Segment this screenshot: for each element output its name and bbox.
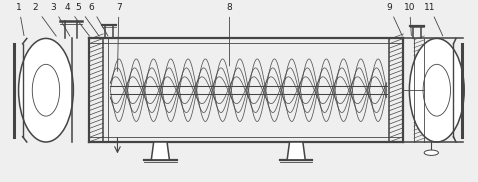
Text: 8: 8: [227, 3, 232, 66]
Ellipse shape: [19, 38, 74, 142]
Text: 10: 10: [404, 3, 415, 36]
Text: 3: 3: [50, 3, 70, 36]
Text: 7: 7: [116, 3, 122, 71]
Text: 11: 11: [424, 3, 443, 36]
Text: 6: 6: [88, 3, 108, 36]
Text: 2: 2: [32, 3, 56, 36]
Circle shape: [424, 150, 438, 155]
Text: 5: 5: [76, 3, 99, 36]
Text: 9: 9: [386, 3, 402, 36]
Polygon shape: [152, 142, 169, 160]
Text: 4: 4: [65, 3, 89, 36]
Ellipse shape: [409, 38, 464, 142]
Text: 1: 1: [16, 3, 24, 36]
Polygon shape: [287, 142, 305, 160]
